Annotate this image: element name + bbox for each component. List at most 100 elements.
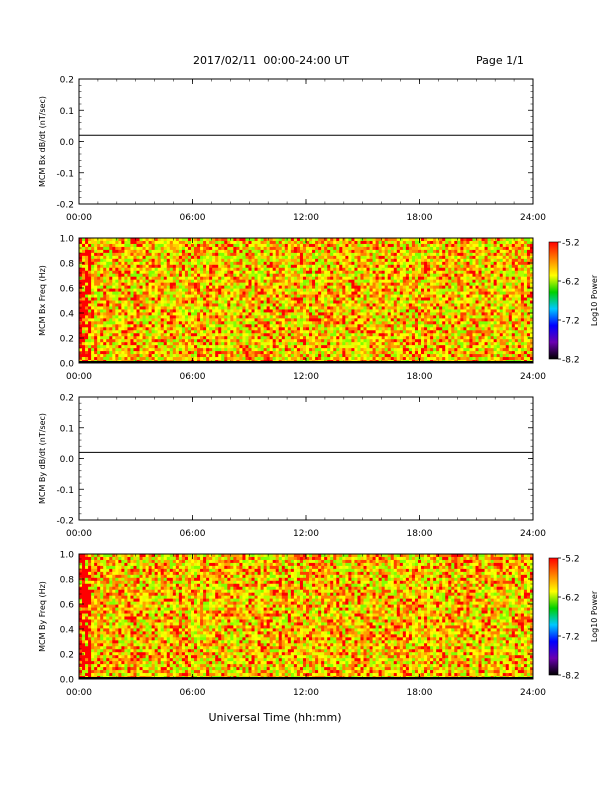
spectrogram-cell <box>402 351 407 355</box>
spectrogram-cell <box>109 312 113 316</box>
spectrogram-cell <box>393 291 398 295</box>
spectrogram-cell <box>384 339 389 343</box>
spectrogram-cell <box>330 261 334 266</box>
spectrogram-cell <box>351 348 355 352</box>
spectrogram-cell <box>427 255 431 260</box>
spectrogram-cell <box>94 273 98 278</box>
spectrogram-cell <box>175 306 180 310</box>
spectrogram-cell <box>124 261 128 266</box>
spectrogram-cell <box>194 321 198 325</box>
spectrogram-cell <box>254 294 258 298</box>
spectrogram-cell <box>369 339 373 343</box>
spectrogram-cell <box>166 300 171 304</box>
spectrogram-cell <box>375 273 380 278</box>
spectrogram-cell <box>369 318 373 322</box>
spectrogram-cell <box>218 318 222 322</box>
spectrogram-cell <box>148 336 153 340</box>
spectrogram-cell <box>121 306 125 310</box>
spectrogram-cell <box>115 318 119 322</box>
spectrogram-cell <box>411 318 416 322</box>
spectrogram-cell <box>97 288 101 292</box>
spectrogram-cell <box>142 318 146 322</box>
spectrogram-cell <box>339 255 343 260</box>
spectrogram-cell <box>133 291 137 295</box>
spectrogram-cell <box>139 240 143 245</box>
spectrogram-cell <box>190 354 195 358</box>
spectrogram-cell <box>236 276 240 281</box>
spectrogram-cell <box>296 324 301 328</box>
spectrogram-cell <box>260 321 265 325</box>
spectrogram-cell <box>357 345 361 349</box>
spectrogram-cell <box>124 264 128 269</box>
spectrogram-cell <box>91 318 95 322</box>
spectrogram-cell <box>127 303 131 307</box>
spectrogram-cell <box>330 279 334 284</box>
spectrogram-cell <box>103 255 107 260</box>
spectrogram-cell <box>327 264 331 269</box>
spectrogram-cell <box>142 312 146 316</box>
spectrogram-cell <box>263 258 268 263</box>
spectrogram-cell <box>405 324 410 328</box>
spectrogram-cell <box>375 357 380 361</box>
spectrogram-cell <box>139 288 143 292</box>
spectrogram-cell <box>142 288 146 292</box>
spectrogram-cell <box>157 288 162 292</box>
spectrogram-cell <box>399 270 404 275</box>
spectrogram-cell <box>121 294 125 298</box>
spectrogram-cell <box>206 354 210 358</box>
spectrogram-cell <box>239 297 243 301</box>
spectrogram-cell <box>172 270 177 275</box>
spectrogram-cell <box>230 315 234 319</box>
spectrogram-cell <box>109 255 113 260</box>
spectrogram-cell <box>405 273 410 278</box>
spectrogram-cell <box>272 252 277 257</box>
spectrogram-cell <box>299 243 304 248</box>
spectrogram-cell <box>360 240 364 245</box>
spectrogram-cell <box>315 342 319 346</box>
spectrogram-cell <box>91 339 95 343</box>
spectrogram-cell <box>88 243 92 248</box>
spectrogram-cell <box>200 285 204 289</box>
spectrogram-cell <box>127 255 131 260</box>
spectrogram-cell <box>351 279 355 284</box>
spectrogram-cell <box>384 357 389 361</box>
spectrogram-cell <box>254 276 258 281</box>
spectrogram-cell <box>100 240 104 245</box>
spectrogram-cell <box>302 279 307 284</box>
spectrogram-cell <box>411 306 416 310</box>
spectrogram-cell <box>224 261 228 266</box>
spectrogram-cell <box>139 279 143 284</box>
spectrogram-cell <box>381 315 386 319</box>
spectrogram-cell <box>402 315 407 319</box>
spectrogram-cell <box>172 258 177 263</box>
spectrogram-cell <box>272 342 277 346</box>
spectrogram-cell <box>139 297 143 301</box>
spectrogram-cell <box>284 270 289 275</box>
spectrogram-cell <box>190 327 195 331</box>
spectrogram-cell <box>384 273 389 278</box>
spectrogram-cell <box>203 306 207 310</box>
spectrogram-cell <box>94 294 98 298</box>
spectrogram-cell <box>130 297 134 301</box>
spectrogram-cell <box>109 300 113 304</box>
spectrogram-cell <box>296 312 301 316</box>
spectrogram-cell <box>239 330 243 334</box>
spectrogram-cell <box>354 276 358 281</box>
spectrogram-cell <box>197 240 201 245</box>
spectrogram-cell <box>299 354 304 358</box>
spectrogram-cell <box>212 297 216 301</box>
spectrogram-cell <box>233 279 237 284</box>
spectrogram-cell <box>299 318 304 322</box>
spectrogram-cell <box>339 243 343 248</box>
spectrogram-cell <box>324 285 328 289</box>
spectrogram-cell <box>263 351 268 355</box>
spectrogram-cell <box>127 279 131 284</box>
spectrogram-cell <box>200 255 204 260</box>
spectrogram-cell <box>396 351 401 355</box>
spectrogram-cell <box>318 339 322 343</box>
spectrogram-cell <box>378 238 383 242</box>
spectrogram-cell <box>414 339 419 343</box>
spectrogram-cell <box>266 321 271 325</box>
spectrogram-cell <box>411 267 416 272</box>
spectrogram-cell <box>115 303 119 307</box>
